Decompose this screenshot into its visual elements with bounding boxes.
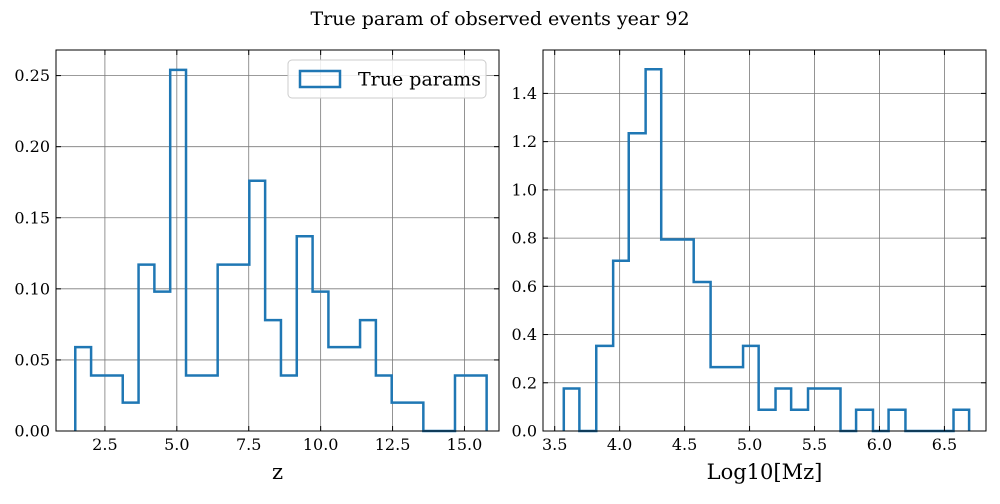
y-tick-label: 0.4 bbox=[512, 325, 537, 344]
figure-title: True param of observed events year 92 bbox=[310, 8, 689, 30]
histogram-bin bbox=[824, 389, 841, 431]
x-tick-label: 7.5 bbox=[236, 435, 261, 454]
x-tick-label: 15.0 bbox=[447, 435, 483, 454]
x-tick-label: 2.5 bbox=[92, 435, 117, 454]
histogram-bin bbox=[170, 70, 186, 431]
y-tick-label: 0.20 bbox=[14, 137, 50, 156]
histogram-bin bbox=[455, 376, 471, 431]
histogram-bin bbox=[75, 347, 91, 431]
histogram-bin bbox=[776, 389, 792, 431]
x-tick-label: 5.5 bbox=[802, 435, 827, 454]
legend-swatch bbox=[298, 69, 342, 89]
axes-frame bbox=[542, 49, 987, 432]
y-tick-label: 1.0 bbox=[512, 180, 537, 199]
histogram-bin bbox=[392, 403, 408, 431]
histogram-bin bbox=[726, 367, 743, 431]
histogram-bin bbox=[791, 410, 808, 431]
histogram-bin bbox=[743, 346, 759, 431]
histogram-bin bbox=[233, 265, 249, 431]
y-tick-label: 0.00 bbox=[14, 422, 50, 441]
chart-panel-1: 2.5 5.0 7.5 10.0 12.5 15.0 0.00 0.05 0.10 0.15 0.2… bbox=[14, 49, 500, 484]
x-tick-label: 3.5 bbox=[542, 435, 567, 454]
histogram-bin bbox=[297, 236, 313, 431]
legend-label: True params bbox=[358, 69, 481, 91]
histogram-bin bbox=[711, 367, 727, 431]
x-tick-label: 4.5 bbox=[672, 435, 697, 454]
chart-panel-2: 3.5 4.0 4.5 5.0 5.5 6.0 6.5 0.0 0.2 0.4 0.6 0.8 1.0 1… bbox=[512, 49, 987, 484]
histogram-step-series bbox=[74, 68, 488, 433]
histogram-bin bbox=[471, 376, 487, 431]
x-tick-label: 6.0 bbox=[867, 435, 892, 454]
histogram-bin bbox=[694, 282, 711, 431]
histogram-bin bbox=[646, 69, 662, 431]
histogram-bin bbox=[218, 265, 234, 431]
y-tick-label: 0.10 bbox=[14, 279, 50, 298]
y-tick-label: 0.0 bbox=[512, 422, 537, 441]
y-tick-label: 0.05 bbox=[14, 350, 50, 369]
x-axis-label: Log10[Mz] bbox=[707, 460, 823, 484]
histogram-bin bbox=[281, 376, 297, 431]
histogram-bin bbox=[613, 261, 629, 431]
histogram-bin bbox=[376, 376, 392, 431]
histogram-bin bbox=[313, 292, 329, 431]
y-tick-label: 0.6 bbox=[512, 277, 537, 296]
histogram-bin bbox=[360, 320, 376, 431]
histogram-bin bbox=[139, 265, 155, 431]
histogram-bin bbox=[564, 389, 580, 431]
histogram-bin bbox=[107, 376, 123, 431]
histogram-bin bbox=[889, 410, 906, 431]
x-axis-label: z bbox=[272, 460, 283, 484]
histogram-bin bbox=[954, 410, 970, 431]
x-tick-label: 10.0 bbox=[303, 435, 339, 454]
y-tick-label: 0.15 bbox=[14, 208, 50, 227]
histogram-bin bbox=[856, 410, 873, 431]
histogram-bin bbox=[123, 403, 139, 431]
legend: True params bbox=[287, 59, 487, 99]
histogram-bin bbox=[344, 347, 360, 431]
histogram-bin bbox=[759, 410, 776, 431]
histogram-bin bbox=[249, 181, 265, 431]
histogram-bin bbox=[808, 389, 824, 431]
histogram-bin bbox=[265, 320, 281, 431]
x-tick-label: 4.0 bbox=[607, 435, 632, 454]
y-tick-label: 0.2 bbox=[512, 373, 537, 392]
histogram-bin bbox=[408, 403, 424, 431]
histogram-step-series bbox=[562, 68, 971, 433]
x-tick-label: 5.0 bbox=[164, 435, 189, 454]
histogram-bin bbox=[661, 240, 678, 431]
x-tick-label: 5.0 bbox=[737, 435, 762, 454]
y-tick-label: 1.4 bbox=[512, 84, 537, 103]
x-tick-label: 12.5 bbox=[375, 435, 411, 454]
legend-box bbox=[287, 59, 487, 99]
axes-frame bbox=[55, 49, 500, 432]
histogram-bin bbox=[186, 376, 202, 431]
histogram-bin bbox=[91, 376, 107, 431]
x-tick-label: 6.5 bbox=[932, 435, 957, 454]
histogram-bin bbox=[328, 347, 344, 431]
y-tick-label: 0.25 bbox=[14, 66, 50, 85]
y-tick-label: 0.8 bbox=[512, 229, 537, 248]
histogram-bin bbox=[678, 240, 694, 431]
histogram-bin bbox=[629, 133, 646, 431]
histogram-bin bbox=[202, 376, 218, 431]
y-tick-label: 1.2 bbox=[512, 132, 537, 151]
histogram-bin bbox=[596, 346, 613, 431]
histogram-bin bbox=[154, 292, 170, 431]
